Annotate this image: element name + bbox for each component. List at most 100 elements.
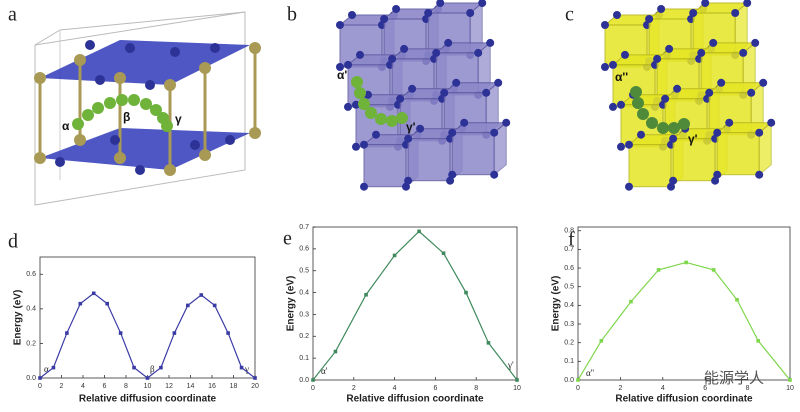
x-tick-label: 14 [187,383,195,390]
y-tick-label: 0.7 [299,224,309,231]
atom [432,48,441,57]
y-tick-label: 0.2 [26,340,36,347]
atom [617,100,625,109]
data-point [51,365,56,370]
atom [448,128,457,137]
atom [601,21,609,29]
data-point [145,376,150,380]
atom [474,48,483,57]
atom [657,5,666,13]
y-tick-label: 0.3 [564,321,574,328]
x-tick-label: 6 [103,383,107,390]
atom [494,78,503,87]
x-tick-label: 2 [60,383,64,390]
data-point [515,378,519,382]
atom [396,94,405,103]
cube-face [672,138,716,182]
y-tick-label: 0.4 [26,306,36,313]
atom [486,38,495,47]
atom [408,84,417,93]
atom [416,124,425,133]
atom [713,170,722,179]
data-point [735,297,739,302]
atom [755,128,764,137]
atom [348,11,356,19]
atom [739,48,748,57]
structure-b: b α' γ' [287,0,511,191]
atom [444,38,453,47]
atom [731,9,740,17]
y-tick-label: 0.0 [564,377,574,384]
data-point [441,251,446,256]
annotation: γ' [507,360,514,370]
plot-frame [312,226,518,381]
atom [701,0,710,7]
data-point [364,292,368,297]
atom [759,78,768,87]
site-label: α [62,119,70,133]
polyhedra [601,0,776,191]
x-axis-title: Relative diffusion coordinate [79,394,217,405]
y-tick-label: 0.2 [564,340,574,347]
atom [490,128,499,137]
atom [436,0,445,7]
data-point [212,303,217,308]
atom [452,78,461,87]
atom [673,84,682,93]
data-point [599,339,604,343]
atom [356,50,364,59]
polyhedra [336,0,511,191]
y-tick-label: 0.2 [299,333,309,340]
panel-label: d [8,231,18,253]
atom [388,54,397,63]
atom [625,182,633,191]
watermark: 能源学人 [704,370,764,387]
atom [424,9,433,17]
atom [440,88,449,97]
y-tick-label: 0.0 [299,377,309,384]
plot-frame [39,256,256,379]
annotation: α [44,364,49,374]
atom [344,102,352,111]
data-point [417,229,421,234]
site-label: γ [175,112,182,126]
data-point [756,339,760,343]
y-tick-label: 0.5 [564,284,574,291]
atom [336,63,344,71]
atoms [34,42,261,176]
data-point [105,301,109,306]
atom [621,50,629,59]
atom [482,88,491,97]
y-tick-label: 0.6 [564,265,574,272]
atom [448,170,457,179]
y-tick-label: 0.7 [564,246,574,253]
data-point [132,365,136,370]
diffusion-path [72,94,173,132]
data-point [464,290,468,295]
panel-label: a [8,4,17,26]
cube-side [758,121,772,176]
panel-label: f [568,229,575,251]
atom [502,118,511,127]
x-tick-label: 20 [251,383,259,390]
cube-side [493,121,507,176]
x-tick-label: 6 [703,385,707,392]
site-label: γ' [688,132,698,146]
data-point [311,378,315,382]
plane [40,128,250,170]
y-tick-label: 0.1 [299,355,309,362]
plane [40,40,250,85]
atom [478,0,487,7]
x-tick-label: 0 [576,385,580,392]
y-tick-label: 0.4 [299,289,309,296]
cell-edge [34,11,246,206]
cube-face [451,132,495,176]
atom [352,142,360,151]
x-tick-label: 4 [81,383,85,390]
atom [625,140,633,149]
y-tick-label: 0.0 [26,375,36,382]
atom [372,130,380,139]
x-tick-label: 10 [513,385,521,392]
site-label: β [123,110,130,124]
x-tick-label: 8 [124,383,128,390]
